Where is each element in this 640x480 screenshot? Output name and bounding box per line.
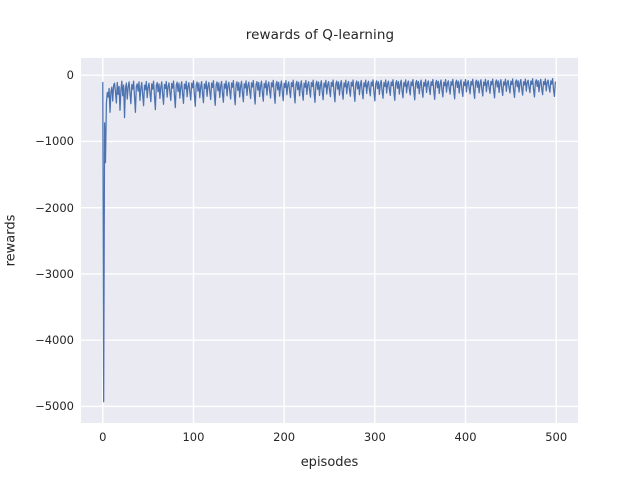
y-tick-label: −2000 <box>35 200 74 215</box>
x-tick-label: 0 <box>99 430 107 444</box>
y-tick-label: −5000 <box>35 399 74 414</box>
chart-title: rewards of Q-learning <box>245 27 395 43</box>
y-axis-label: rewards <box>0 58 22 423</box>
x-tick-label: 400 <box>454 430 477 444</box>
y-axis-label-text: rewards <box>3 214 19 267</box>
x-tick-label: 300 <box>363 430 386 444</box>
y-tick-label: −4000 <box>35 333 74 348</box>
x-axis-label: episodes <box>300 455 359 470</box>
gridlines <box>81 58 578 423</box>
plot-area <box>81 58 578 423</box>
x-tick-label: 500 <box>545 430 568 444</box>
reward-series-line <box>102 78 556 403</box>
y-tick-label: −1000 <box>35 134 74 149</box>
y-tick-label: −3000 <box>35 266 74 281</box>
x-tick-label: 200 <box>273 430 296 444</box>
y-tick-label: 0 <box>66 68 74 83</box>
x-tick-label: 100 <box>182 430 205 444</box>
